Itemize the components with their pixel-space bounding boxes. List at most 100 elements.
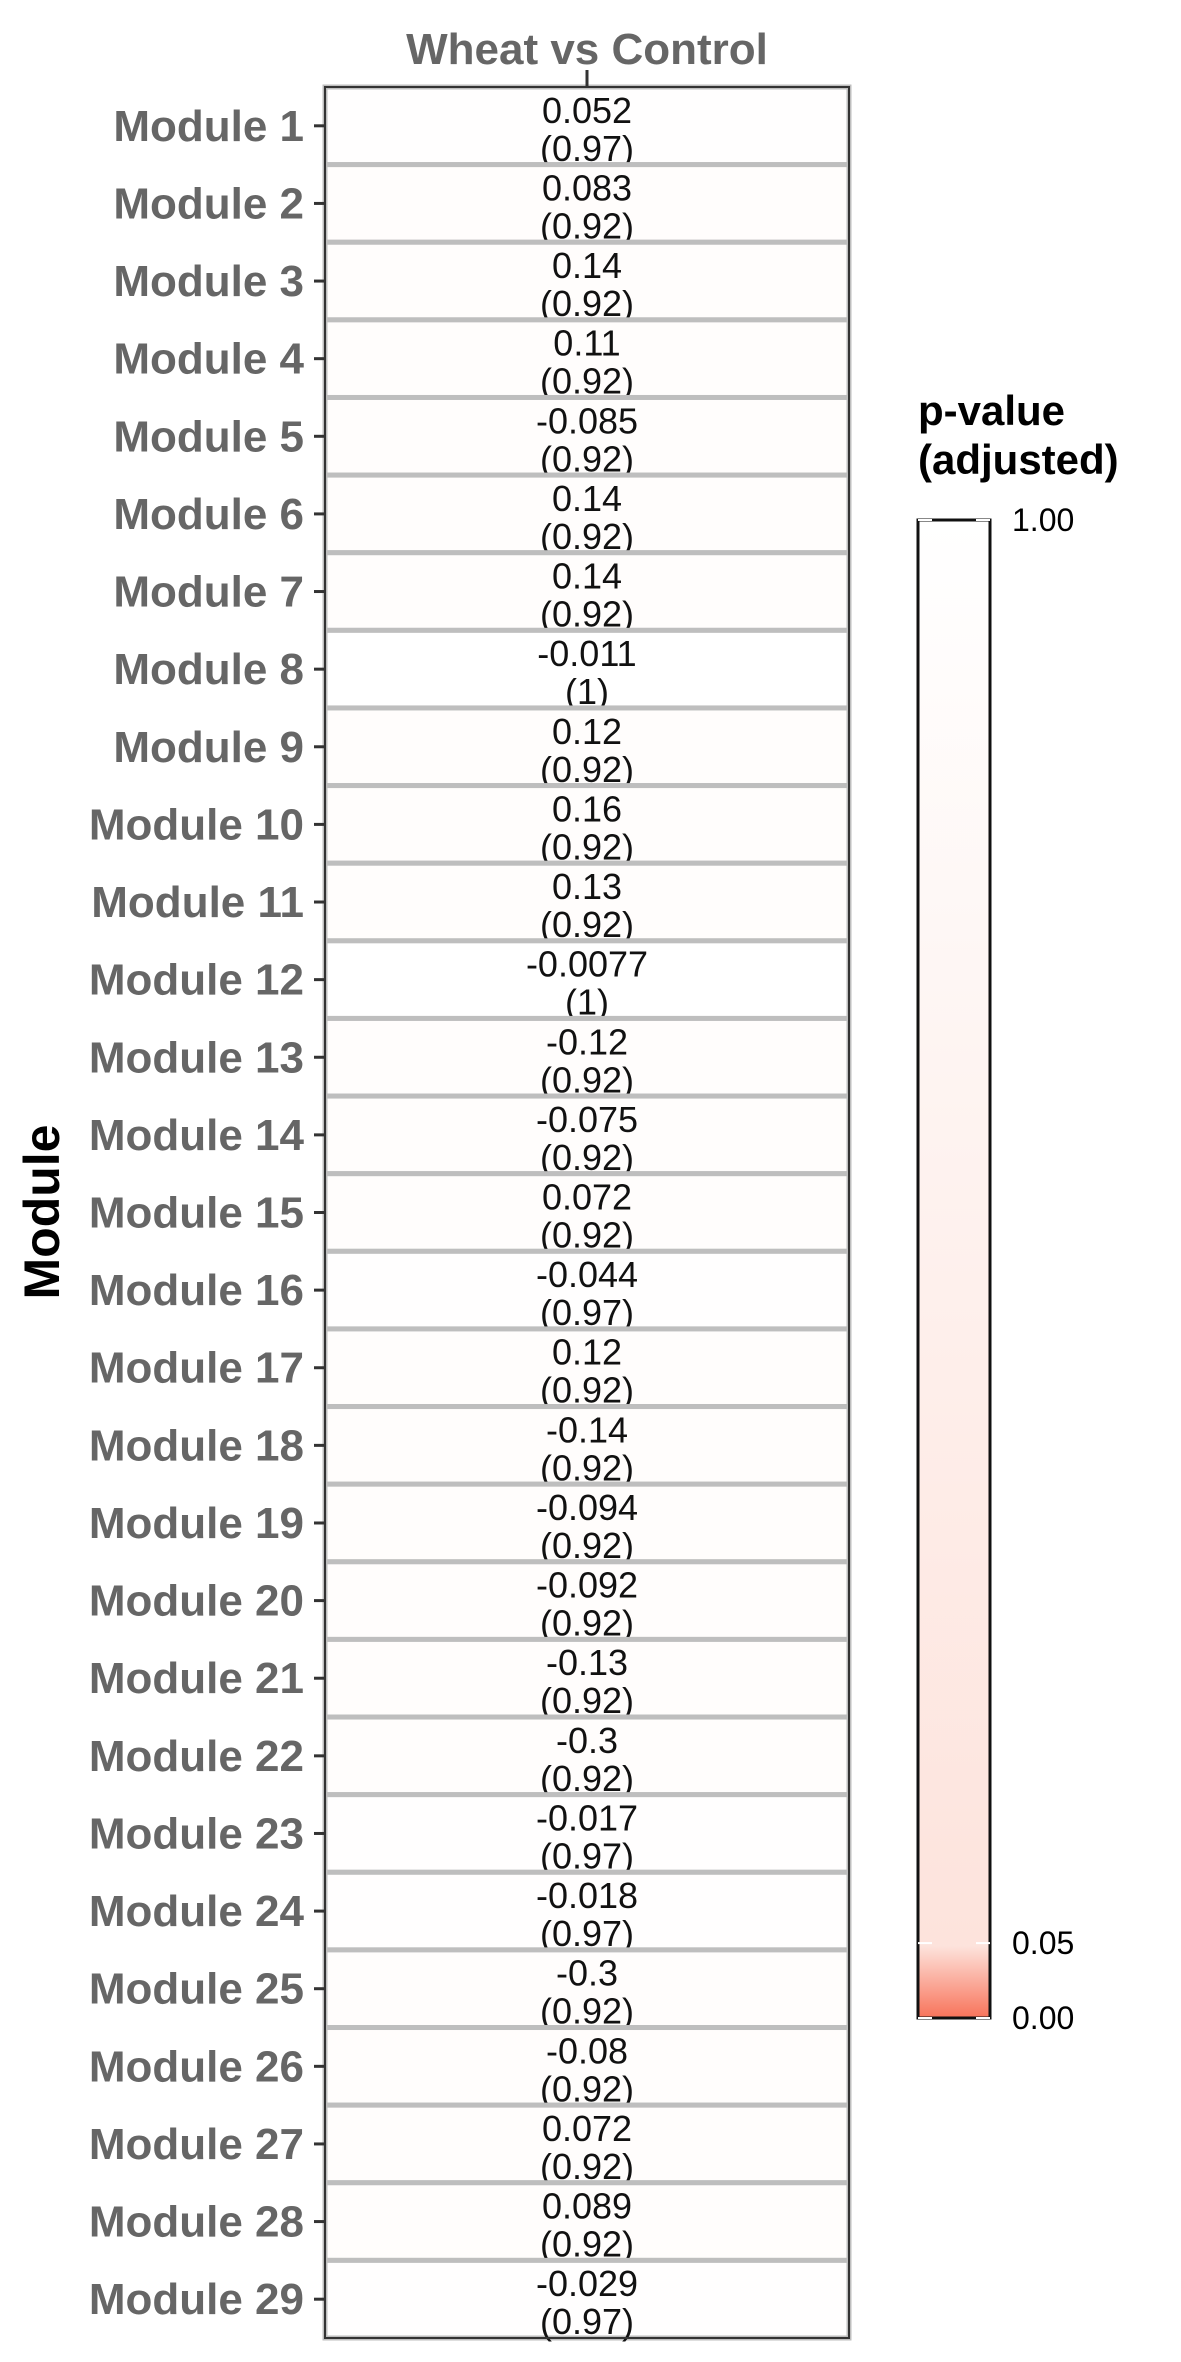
cell-value-label: -0.029 (536, 2263, 638, 2304)
legend-title-line2: (adjusted) (918, 436, 1119, 483)
legend: p-value (adjusted) 1.00 0.05 0.00 (916, 387, 1119, 2036)
cell-padj-label: (0.92) (540, 361, 634, 402)
row-label: Module 25 (89, 1965, 304, 2014)
cell-padj-label: (0.92) (540, 1215, 634, 1256)
row-label: Module 22 (89, 1732, 304, 1781)
legend-colorbar (916, 518, 992, 2020)
cell-padj-label: (1) (565, 671, 609, 712)
cell-value-label: 0.11 (553, 323, 620, 364)
legend-tick-label: 0.05 (1012, 1925, 1074, 1961)
cell-value-label: -0.044 (536, 1254, 638, 1295)
cell-value-label: -0.0077 (526, 944, 648, 985)
cell-value-label: 0.089 (542, 2186, 632, 2227)
cell-value-label: -0.075 (536, 1099, 638, 1140)
row-label: Module 6 (113, 490, 304, 539)
cell-value-label: 0.072 (542, 2108, 632, 2149)
row-label: Module 1 (113, 102, 304, 151)
legend-title-line1: p-value (918, 387, 1065, 434)
cell-padj-label: (0.97) (540, 1835, 634, 1876)
cell-padj-label: (0.92) (540, 283, 634, 324)
row-label: Module 7 (113, 568, 304, 617)
cell-value-label: -0.3 (556, 1953, 618, 1994)
cell-padj-label: (0.92) (540, 1603, 634, 1644)
cell-value-label: -0.13 (546, 1642, 628, 1683)
row-label: Module 20 (89, 1577, 304, 1626)
legend-tick-label: 1.00 (1012, 502, 1074, 538)
cell-padj-label: (0.92) (540, 2068, 634, 2109)
row-label: Module 18 (89, 1421, 304, 1470)
heatmap-cell (322, 2102, 852, 2186)
cell-padj-label: (0.92) (540, 826, 634, 867)
cell-value-label: 0.052 (542, 90, 632, 131)
cell-value-label: -0.018 (536, 1875, 638, 1916)
heatmap-cells: 0.052(0.97)0.083(0.92)0.14(0.92)0.11(0.9… (322, 84, 852, 2342)
cell-value-label: 0.072 (542, 1177, 632, 1218)
cell-padj-label: (0.97) (540, 1913, 634, 1954)
row-label: Module 14 (89, 1111, 305, 1160)
cell-padj-label: (0.92) (540, 1137, 634, 1178)
cell-value-label: 0.083 (542, 167, 632, 208)
row-labels: Module 1 Module 2 Module 3 Module 4 Module 5… (89, 102, 325, 2324)
cell-padj-label: (0.92) (540, 516, 634, 557)
cell-value-label: -0.017 (536, 1797, 638, 1838)
heatmap-cell (322, 1326, 852, 1410)
cell-value-label: 0.14 (552, 245, 622, 286)
cell-value-label: 0.14 (552, 556, 622, 597)
cell-padj-label: (0.92) (540, 594, 634, 635)
row-label: Module 21 (89, 1654, 304, 1703)
row-label: Module 16 (89, 1266, 304, 1315)
row-label: Module 29 (89, 2275, 304, 2324)
cell-padj-label: (0.92) (540, 2224, 634, 2265)
cell-padj-label: (0.92) (540, 205, 634, 246)
row-label: Module 23 (89, 1809, 304, 1858)
cell-value-label: 0.13 (552, 866, 622, 907)
cell-padj-label: (1) (565, 982, 609, 1023)
cell-value-label: -0.3 (556, 1720, 618, 1761)
cell-padj-label: (0.97) (540, 2301, 634, 2342)
cell-value-label: 0.14 (552, 478, 622, 519)
legend-ticks: 1.00 0.05 0.00 (918, 502, 1074, 2036)
row-label: Module 3 (113, 257, 304, 306)
row-label: Module 17 (89, 1344, 304, 1393)
cell-value-label: 0.12 (552, 711, 622, 752)
heatmap-cell (322, 162, 852, 245)
row-label: Module 27 (89, 2120, 304, 2169)
heatmap-cell (322, 1093, 852, 1177)
y-axis-title: Module (14, 1125, 70, 1300)
cell-value-label: -0.094 (536, 1487, 638, 1528)
cell-padj-label: (0.92) (540, 1525, 634, 1566)
cell-padj-label: (0.92) (540, 1991, 634, 2032)
cell-padj-label: (0.92) (540, 2146, 634, 2187)
cell-value-label: -0.092 (536, 1565, 638, 1606)
cell-value-label: -0.08 (546, 2030, 628, 2071)
cell-padj-label: (0.92) (540, 438, 634, 479)
row-label: Module 24 (89, 1887, 305, 1936)
row-label: Module 2 (113, 179, 304, 228)
row-label: Module 11 (91, 878, 304, 927)
row-label: Module 26 (89, 2042, 304, 2091)
cell-value-label: -0.12 (546, 1021, 628, 1062)
row-label: Module 15 (89, 1189, 304, 1238)
cell-padj-label: (0.92) (540, 749, 634, 790)
cell-value-label: 0.16 (552, 788, 622, 829)
cell-padj-label: (0.92) (540, 904, 634, 945)
cell-value-label: -0.085 (536, 400, 638, 441)
cell-padj-label: (0.92) (540, 1370, 634, 1411)
row-label: Module 13 (89, 1033, 304, 1082)
heatmap-cell (322, 2257, 852, 2341)
cell-value-label: -0.011 (537, 633, 636, 674)
row-label: Module 28 (89, 2198, 304, 2247)
column-label: Wheat vs Control (406, 25, 768, 74)
cell-padj-label: (0.97) (540, 128, 634, 169)
cell-value-label: -0.14 (546, 1409, 628, 1450)
row-label: Module 4 (113, 335, 304, 384)
heatmap-cell (322, 1636, 852, 1720)
row-label: Module 19 (89, 1499, 304, 1548)
heatmap-cell (322, 1481, 852, 1565)
cell-padj-label: (0.92) (540, 1680, 634, 1721)
row-label: Module 12 (89, 956, 304, 1005)
legend-tick-label: 0.00 (1012, 2000, 1074, 2036)
row-label: Module 10 (89, 800, 304, 849)
row-label: Module 5 (113, 412, 304, 461)
